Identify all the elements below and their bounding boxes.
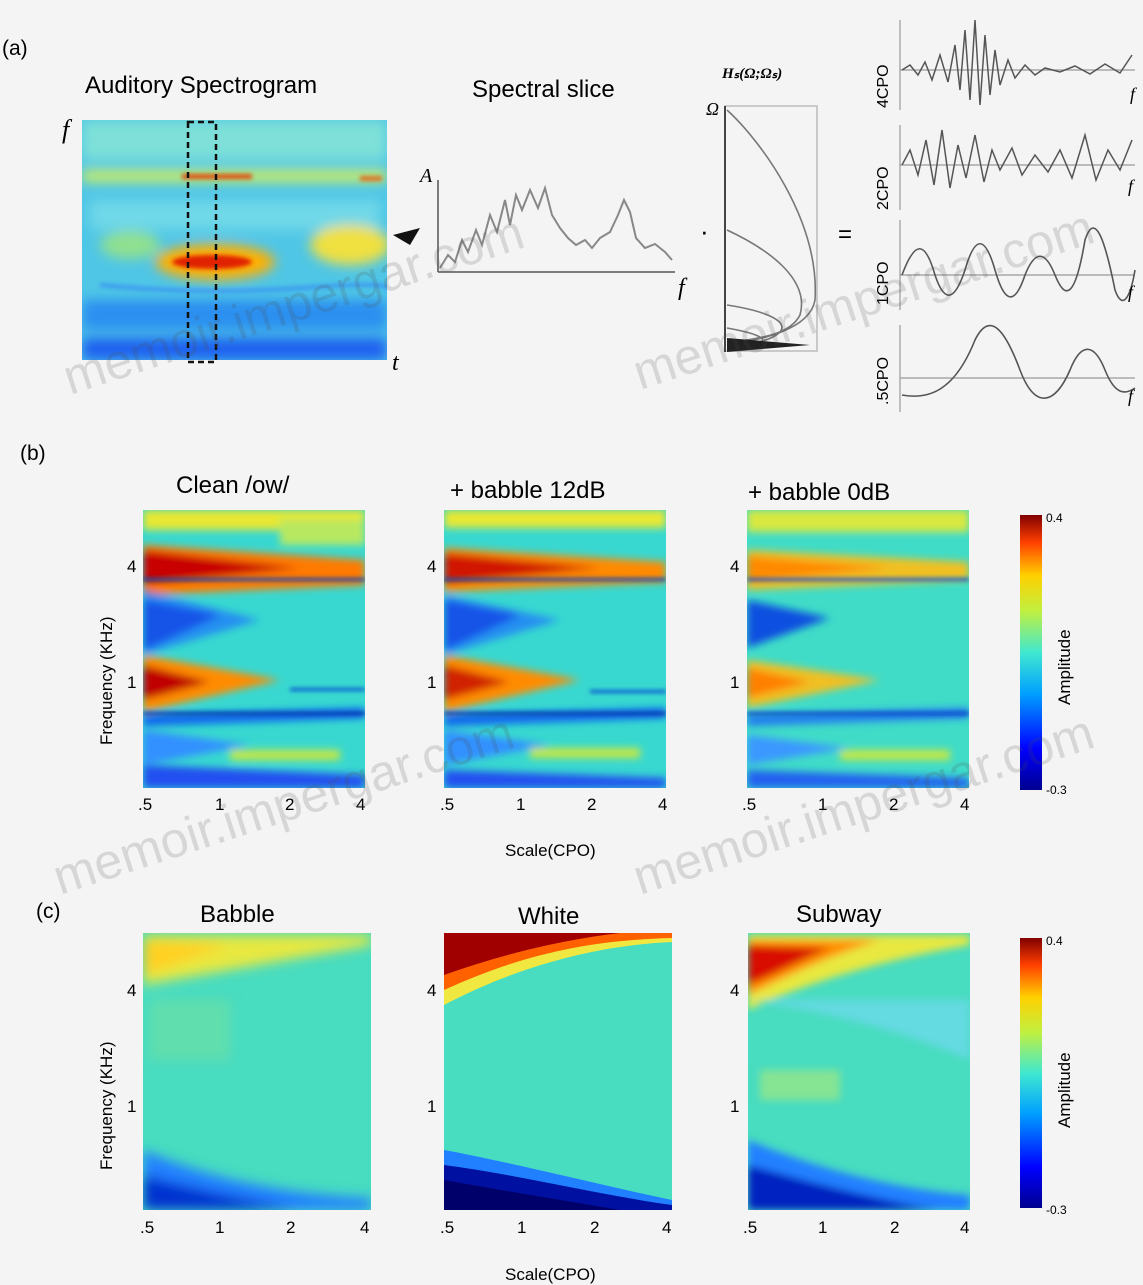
xtick: 2	[890, 1218, 899, 1237]
panel-c-title-2: White	[518, 903, 579, 930]
filter-bank-title: Hₛ(Ω;Ωₛ)	[721, 66, 782, 82]
slice-selection-box	[186, 120, 218, 364]
xtick: 1	[818, 795, 827, 814]
spectral-slice-title: Spectral slice	[472, 76, 615, 103]
panel-b-title-3: + babble 0dB	[748, 479, 890, 506]
xtick: 2	[587, 795, 596, 814]
output-label-4cpo: 4CPO	[875, 64, 892, 108]
panel-c-title-3: Subway	[796, 901, 881, 928]
spectrogram-title: Auditory Spectrogram	[85, 72, 317, 99]
xtick: 1	[215, 1218, 224, 1237]
xtick: 4	[960, 795, 969, 814]
colorbar-label: Amplitude	[1055, 1052, 1074, 1128]
xtick: 1	[516, 795, 525, 814]
xtick: 4	[658, 795, 667, 814]
panel-c-title-1: Babble	[200, 901, 275, 928]
filter-bank-plot	[724, 105, 818, 352]
filter-bank-y-label: Ω	[706, 99, 719, 119]
xtick: 4	[662, 1218, 671, 1237]
xtick: .5	[743, 1218, 757, 1237]
xtick: 4	[360, 1218, 369, 1237]
heatmap-white-noise	[444, 933, 672, 1210]
ytick: 1	[127, 1097, 136, 1116]
ytick: 1	[730, 1097, 739, 1116]
panel-c-colorbar: 0.4 -0.3 Amplitude	[1020, 934, 1074, 1217]
xtick: 4	[960, 1218, 969, 1237]
xtick: 1	[818, 1218, 827, 1237]
panel-c-xlabel: Scale(CPO)	[505, 1265, 596, 1284]
heatmap-babble-12db	[444, 510, 666, 788]
output-x-label: f	[1128, 386, 1136, 406]
ytick: 4	[127, 557, 136, 576]
xtick: .5	[138, 795, 152, 814]
colorbar-min: -0.3	[1046, 1203, 1067, 1217]
spectral-slice-x-label: f	[678, 275, 688, 301]
panel-b-ylabel: Frequency (KHz)	[97, 617, 116, 745]
output-x-label: f	[1128, 282, 1136, 302]
colorbar-min: -0.3	[1046, 783, 1067, 797]
panel-b-ticks: 4 1 4 1 4 1 .5 1 2 4 .5 1 2 4 .5 1 2 4	[127, 557, 969, 814]
panel-b-title-1: Clean /ow/	[176, 472, 290, 499]
watermark: memoir.impergar.com	[626, 199, 1100, 401]
panel-c-ticks: 4 1 4 1 4 1 .5 1 2 4 .5 1 2 4 .5 1 2 4	[127, 981, 969, 1237]
colorbar-label: Amplitude	[1055, 629, 1074, 705]
output-label-1cpo: 1CPO	[875, 261, 892, 305]
xtick: 2	[889, 795, 898, 814]
ytick: 1	[427, 1097, 436, 1116]
output-label-2cpo: 2CPO	[875, 166, 892, 210]
arrow-icon	[393, 228, 420, 245]
xtick: 2	[286, 1218, 295, 1237]
xtick: 2	[590, 1218, 599, 1237]
xtick: 4	[356, 795, 365, 814]
heatmap-subway-noise	[748, 933, 970, 1210]
output-x-label: f	[1128, 176, 1136, 196]
xtick: .5	[440, 1218, 454, 1237]
spectrogram-x-label: t	[392, 350, 400, 376]
output-label-05cpo: .5CPO	[875, 357, 892, 405]
xtick: 2	[285, 795, 294, 814]
xtick: .5	[140, 1218, 154, 1237]
xtick: .5	[440, 795, 454, 814]
heatmap-babble-0db	[747, 510, 969, 788]
ytick: 4	[427, 981, 436, 1000]
ytick: 4	[730, 981, 739, 1000]
ytick: 1	[427, 673, 436, 692]
panel-a-label: (a)	[2, 37, 28, 60]
spectrogram-y-label: f	[62, 115, 73, 144]
panel-b-label: (b)	[20, 442, 46, 465]
ytick: 1	[127, 673, 136, 692]
colorbar-max: 0.4	[1046, 511, 1063, 525]
equals-sign: =	[838, 221, 852, 248]
colorbar-max: 0.4	[1046, 934, 1063, 948]
xtick: .5	[742, 795, 756, 814]
ytick: 4	[127, 981, 136, 1000]
filter-outputs: 4CPO f 2CPO f 1CPO f .5CPO f	[875, 19, 1138, 412]
panel-b-colorbar: 0.4 -0.3 Amplitude	[1020, 511, 1074, 797]
output-x-label: f	[1130, 84, 1138, 104]
panel-c-ylabel: Frequency (KHz)	[97, 1042, 116, 1170]
panel-b-xlabel: Scale(CPO)	[505, 841, 596, 860]
heatmap-babble-noise	[143, 933, 371, 1210]
ytick: 4	[730, 557, 739, 576]
heatmap-clean	[143, 510, 365, 788]
auditory-spectrogram	[82, 120, 387, 360]
xtick: 1	[517, 1218, 526, 1237]
panel-c-label: (c)	[36, 900, 61, 923]
panel-b-title-2: + babble 12dB	[450, 477, 605, 504]
spectral-slice-plot	[437, 180, 675, 273]
ytick: 1	[730, 673, 739, 692]
spectral-slice-y-label: A	[418, 165, 433, 187]
multiply-sign: ·	[700, 216, 709, 246]
xtick: 1	[215, 795, 224, 814]
ytick: 4	[427, 557, 436, 576]
